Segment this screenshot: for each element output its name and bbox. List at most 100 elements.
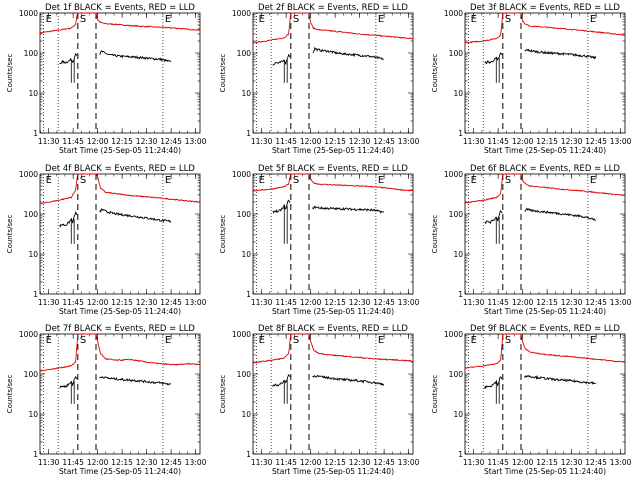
x-tick-label: 12:00 <box>300 458 322 467</box>
x-tick-label: 12:00 <box>87 298 109 307</box>
x-axis-label: Start Time (25-Sep-05 11:24:40) <box>272 307 394 316</box>
events-series-line <box>312 205 385 214</box>
x-tick-label: 12:00 <box>512 298 534 307</box>
x-tick-label: 12:15 <box>111 137 133 146</box>
x-tick-label: 13:00 <box>185 137 207 146</box>
time-marker-label: E <box>165 335 171 346</box>
panel-title: Det 6f BLACK = Events, RED = LLD <box>470 164 620 174</box>
x-axis-label: Start Time (25-Sep-05 11:24:40) <box>59 467 181 476</box>
events-series-line <box>312 374 385 386</box>
x-tick-label: 12:30 <box>349 298 371 307</box>
x-tick-label: 11:45 <box>275 137 297 146</box>
y-tick-label: 100 <box>237 49 252 58</box>
x-tick-label: 12:45 <box>160 298 182 307</box>
events-series-line <box>484 52 503 65</box>
time-marker-label: E <box>378 14 384 25</box>
y-tick-label: 100 <box>449 210 464 219</box>
x-axis-label: Start Time (25-Sep-05 11:24:40) <box>59 307 181 316</box>
x-tick-label: 12:00 <box>87 458 109 467</box>
plot-frame <box>39 333 201 455</box>
x-tick-label: 12:30 <box>561 137 583 146</box>
x-tick-label: 12:45 <box>585 298 607 307</box>
time-marker-label: E <box>165 14 171 25</box>
x-axis-label: Start Time (25-Sep-05 11:24:40) <box>484 146 606 155</box>
x-tick-label: 11:30 <box>463 298 485 307</box>
x-tick-label: 13:00 <box>398 458 420 467</box>
panel-title: Det 4f BLACK = Events, RED = LLD <box>45 164 195 174</box>
x-tick-label: 12:15 <box>324 458 346 467</box>
x-tick-label: 11:30 <box>463 137 485 146</box>
events-series-line <box>524 48 597 60</box>
y-tick-label: 1 <box>458 129 463 138</box>
time-marker-label: S <box>505 335 511 346</box>
events-series-line <box>524 374 597 385</box>
x-tick-label: 12:45 <box>373 137 395 146</box>
y-axis-label: Counts/sec <box>431 215 439 254</box>
time-marker-label: E <box>165 175 171 186</box>
x-tick-label: 11:30 <box>251 137 273 146</box>
x-tick-label: 13:00 <box>185 458 207 467</box>
x-tick-label: 11:30 <box>38 137 60 146</box>
panel-title: Det 5f BLACK = Events, RED = LLD <box>258 164 408 174</box>
y-tick-label: 10 <box>28 250 38 259</box>
time-marker-label: E <box>259 335 265 346</box>
plot-frame <box>252 12 414 134</box>
y-tick-label: 1000 <box>444 9 463 18</box>
x-axis-label: Start Time (25-Sep-05 11:24:40) <box>59 146 181 155</box>
x-axis-label: Start Time (25-Sep-05 11:24:40) <box>484 307 606 316</box>
y-tick-label: 1000 <box>232 170 251 179</box>
panel-title: Det 7f BLACK = Events, RED = LLD <box>45 324 195 334</box>
lld-series-line <box>253 173 414 192</box>
detector-panel: Det 1f BLACK = Events, RED = LLD 1 10 100 10… <box>6 3 207 155</box>
time-marker-label: S <box>80 175 86 186</box>
x-tick-label: 11:45 <box>487 137 509 146</box>
y-tick-label: 1000 <box>444 330 463 339</box>
y-tick-label: 1000 <box>19 9 38 18</box>
y-tick-label: 10 <box>453 410 463 419</box>
time-marker-label: S <box>293 14 299 25</box>
y-tick-label: 1000 <box>232 9 251 18</box>
x-tick-label: 13:00 <box>398 137 420 146</box>
y-tick-label: 1000 <box>19 170 38 179</box>
x-axis-label: Start Time (25-Sep-05 11:24:40) <box>272 467 394 476</box>
x-tick-label: 12:30 <box>561 298 583 307</box>
y-axis-label: Counts/sec <box>431 375 439 414</box>
detector-panel: Det 5f BLACK = Events, RED = LLD 1 10 100 10… <box>219 164 420 316</box>
detector-panel: Det 9f BLACK = Events, RED = LLD 1 10 100 10… <box>431 324 632 476</box>
y-axis-label: Counts/sec <box>219 375 227 414</box>
x-tick-label: 11:30 <box>251 298 273 307</box>
time-marker-label: E <box>471 335 477 346</box>
x-tick-label: 12:15 <box>324 298 346 307</box>
plot-frame <box>464 12 626 134</box>
lld-series-line <box>465 12 626 44</box>
time-marker-label: E <box>259 14 265 25</box>
x-tick-label: 11:30 <box>463 458 485 467</box>
x-tick-label: 12:00 <box>87 137 109 146</box>
y-tick-label: 1 <box>458 290 463 299</box>
x-tick-label: 11:45 <box>62 458 84 467</box>
lld-series-line <box>39 333 201 372</box>
plot-frame <box>39 173 201 295</box>
y-axis-label: Counts/sec <box>219 54 227 93</box>
x-tick-label: 12:30 <box>349 137 371 146</box>
x-tick-label: 12:30 <box>136 458 158 467</box>
y-tick-label: 1 <box>33 290 38 299</box>
time-marker-label: S <box>80 14 86 25</box>
plot-frame <box>464 173 626 295</box>
y-tick-label: 1000 <box>232 330 251 339</box>
events-series-line <box>312 46 384 61</box>
y-axis-label: Counts/sec <box>6 215 14 254</box>
plot-frame <box>39 12 201 134</box>
x-tick-label: 11:45 <box>487 298 509 307</box>
x-tick-label: 12:30 <box>349 458 371 467</box>
x-tick-label: 12:30 <box>136 137 158 146</box>
y-tick-label: 10 <box>28 89 38 98</box>
x-tick-label: 12:15 <box>111 298 133 307</box>
y-tick-label: 10 <box>28 410 38 419</box>
x-tick-label: 12:15 <box>536 298 558 307</box>
detector-panel: Det 4f BLACK = Events, RED = LLD 1 10 100 10… <box>6 164 207 316</box>
y-tick-label: 100 <box>237 210 252 219</box>
x-axis-label: Start Time (25-Sep-05 11:24:40) <box>484 467 606 476</box>
y-tick-label: 100 <box>237 370 252 379</box>
y-axis-label: Counts/sec <box>6 375 14 414</box>
